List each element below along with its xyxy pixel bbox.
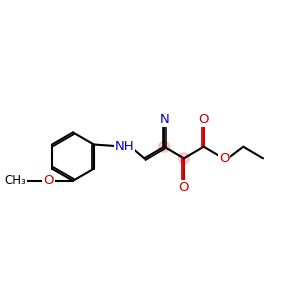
Text: O: O <box>179 181 189 194</box>
Text: O: O <box>199 113 209 126</box>
Text: NH: NH <box>115 140 134 153</box>
Text: CH₃: CH₃ <box>4 174 26 187</box>
Text: N: N <box>159 113 169 126</box>
Text: O: O <box>44 174 54 187</box>
Text: O: O <box>219 152 230 165</box>
Circle shape <box>178 153 189 164</box>
Circle shape <box>159 141 170 152</box>
